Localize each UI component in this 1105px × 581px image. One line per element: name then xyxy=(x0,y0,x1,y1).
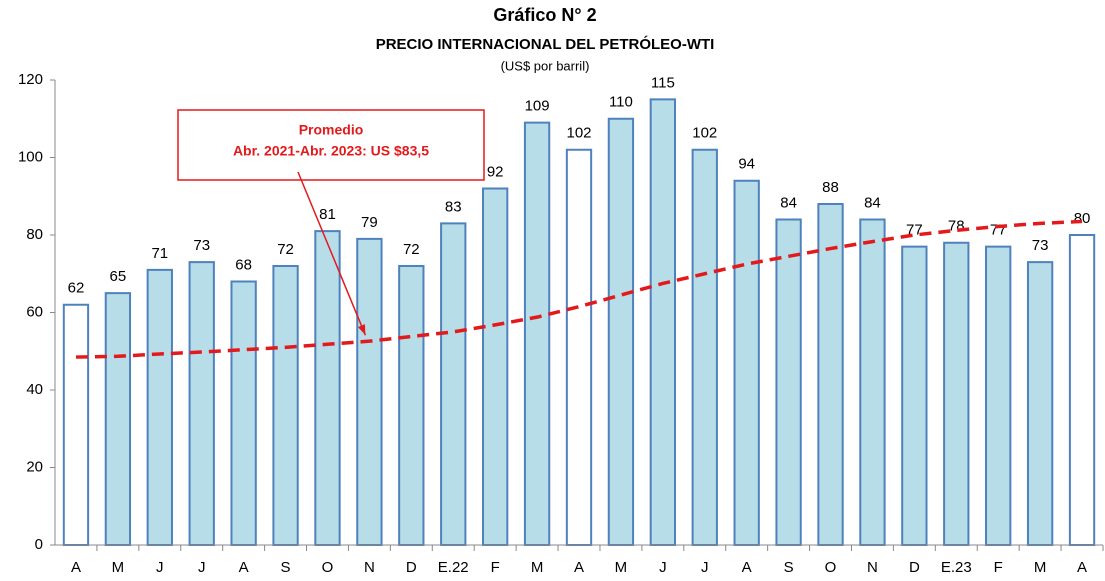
annotation-text: Abr. 2021-Abr. 2023: US $83,5 xyxy=(233,143,429,159)
x-tick-label: A xyxy=(574,559,584,576)
bar xyxy=(733,179,760,546)
bar xyxy=(62,303,90,546)
x-tick-label: S xyxy=(281,559,291,576)
bar xyxy=(985,245,1012,546)
x-tick-label: A xyxy=(71,559,81,576)
bar xyxy=(859,218,886,546)
x-tick-label: J xyxy=(659,559,667,576)
bar xyxy=(356,237,383,546)
x-tick-label: M xyxy=(531,559,544,576)
x-tick-label: A xyxy=(742,559,752,576)
y-tick-label: 40 xyxy=(26,381,43,398)
bar xyxy=(607,117,635,546)
value-label: 115 xyxy=(651,74,675,91)
bar xyxy=(817,203,844,546)
bar xyxy=(943,241,970,546)
value-label: 83 xyxy=(445,198,462,215)
y-tick-label: 120 xyxy=(18,71,43,88)
y-tick-label: 60 xyxy=(26,303,43,320)
bar xyxy=(649,98,676,546)
bar xyxy=(188,261,215,546)
value-label: 77 xyxy=(990,222,1007,239)
value-label: 68 xyxy=(235,256,252,273)
value-label: 102 xyxy=(692,125,717,142)
x-tick-label: J xyxy=(156,559,164,576)
bar xyxy=(398,265,425,546)
x-tick-label: E.23 xyxy=(941,559,972,576)
x-tick-label: N xyxy=(364,559,375,576)
y-tick-label: 0 xyxy=(35,536,43,553)
y-tick-label: 100 xyxy=(18,148,43,165)
value-label: 65 xyxy=(110,268,127,285)
x-tick-label: D xyxy=(909,559,920,576)
value-label: 62 xyxy=(68,280,85,297)
bar xyxy=(1026,261,1054,546)
value-label: 73 xyxy=(193,237,210,254)
value-label: 94 xyxy=(738,156,755,173)
value-label: 102 xyxy=(566,125,591,142)
value-label: 109 xyxy=(525,98,550,115)
chart-title: Gráfico N° 2 xyxy=(493,5,596,25)
y-tick-label: 20 xyxy=(26,458,43,475)
value-label: 72 xyxy=(403,241,420,258)
x-tick-label: N xyxy=(867,559,878,576)
value-label: 71 xyxy=(151,245,168,262)
value-label: 78 xyxy=(948,218,965,235)
x-tick-label: M xyxy=(1034,559,1047,576)
value-label: 110 xyxy=(609,94,633,111)
x-tick-label: J xyxy=(198,559,206,576)
value-label: 84 xyxy=(780,194,797,211)
annotation-arrow xyxy=(297,171,367,336)
x-tick-label: D xyxy=(406,559,417,576)
bar xyxy=(901,245,928,546)
value-label: 81 xyxy=(319,206,336,223)
annotation-title: Promedio xyxy=(299,122,364,138)
x-tick-label: S xyxy=(784,559,794,576)
x-tick-label: A xyxy=(239,559,249,576)
bar xyxy=(230,280,257,546)
bar xyxy=(314,230,341,546)
x-tick-label: M xyxy=(112,559,125,576)
value-label: 88 xyxy=(822,179,839,196)
value-label: 80 xyxy=(1074,210,1091,227)
unit-label: (US$ por barril) xyxy=(501,58,590,73)
bar xyxy=(691,148,718,546)
bar xyxy=(565,148,593,546)
x-tick-label: O xyxy=(825,559,837,576)
bar xyxy=(104,292,132,546)
value-label: 84 xyxy=(864,194,881,211)
annotation-box xyxy=(177,109,485,181)
x-tick-label: F xyxy=(994,559,1003,576)
value-label: 73 xyxy=(1032,237,1049,254)
x-tick-label: M xyxy=(615,559,628,576)
value-label: 79 xyxy=(361,214,378,231)
bar xyxy=(1068,234,1096,546)
bar xyxy=(482,187,509,546)
x-tick-label: A xyxy=(1077,559,1087,576)
x-tick-label: E.22 xyxy=(438,559,469,576)
value-label: 72 xyxy=(277,241,294,258)
bar xyxy=(523,121,551,546)
y-tick-label: 80 xyxy=(26,226,43,243)
arrow-head xyxy=(357,324,366,336)
chart-subtitle: PRECIO INTERNACIONAL DEL PETRÓLEO-WTI xyxy=(376,35,715,53)
bar xyxy=(146,268,173,546)
bar xyxy=(440,222,467,546)
x-tick-label: O xyxy=(322,559,334,576)
value-label: 92 xyxy=(487,163,504,180)
x-tick-label: F xyxy=(491,559,500,576)
bar xyxy=(272,265,299,546)
bar xyxy=(775,218,802,546)
x-tick-label: J xyxy=(701,559,709,576)
